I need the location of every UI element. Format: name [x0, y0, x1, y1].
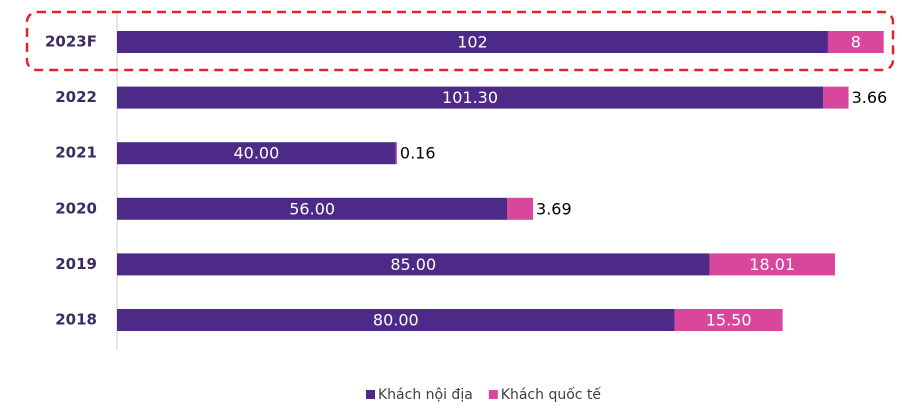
category-label: 2018: [55, 311, 97, 329]
legend-label: Khách nội địa: [378, 387, 473, 403]
category-label: 2019: [55, 255, 97, 273]
bar-segment: [117, 142, 396, 165]
category-label: 2021: [55, 144, 97, 162]
value-label: 102: [457, 33, 488, 52]
bar-segment: [117, 86, 824, 109]
value-label: 15.50: [706, 311, 752, 330]
category-label: 2020: [55, 199, 97, 217]
bar-segment: [709, 253, 835, 276]
bar-segment: [117, 253, 710, 276]
value-label: 101.30: [442, 88, 498, 107]
value-label: 8: [851, 33, 861, 52]
value-label: 40.00: [233, 144, 279, 163]
bar-segment: [117, 31, 828, 53]
value-label: 56.00: [289, 199, 335, 218]
value-label: 3.69: [536, 199, 572, 218]
bar-segment: [823, 86, 849, 109]
bar-segment: [507, 197, 534, 220]
value-label: 85.00: [390, 255, 436, 274]
value-label: 18.01: [749, 255, 795, 274]
category-label: 2023F: [45, 33, 97, 51]
legend-label: Khách quốc tế: [501, 386, 602, 403]
highlight-box: [25, 10, 895, 72]
value-label: 3.66: [852, 88, 888, 107]
bar-segment: [827, 31, 884, 53]
value-label: 0.16: [400, 144, 436, 163]
legend-swatch: [366, 390, 375, 399]
legend-swatch: [488, 390, 498, 399]
bar-segment: [117, 197, 508, 220]
category-label: 2022: [55, 88, 97, 106]
value-label: 80.00: [373, 311, 419, 330]
bar-segment: [674, 309, 783, 331]
bar-segment: [395, 142, 397, 165]
bar-segment: [117, 309, 675, 331]
